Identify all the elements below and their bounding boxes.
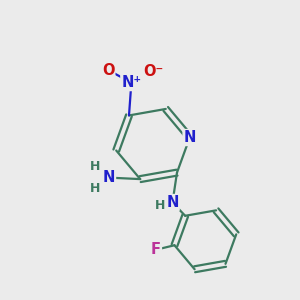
Text: H: H	[90, 160, 100, 173]
Text: N: N	[166, 195, 179, 210]
Text: N: N	[103, 170, 115, 185]
Text: H: H	[155, 199, 165, 212]
Text: N⁺: N⁺	[121, 75, 141, 90]
Text: O: O	[102, 62, 114, 77]
Text: O⁻: O⁻	[143, 64, 163, 79]
Text: H: H	[90, 182, 100, 196]
Text: N: N	[184, 130, 196, 145]
Text: F: F	[151, 242, 161, 257]
